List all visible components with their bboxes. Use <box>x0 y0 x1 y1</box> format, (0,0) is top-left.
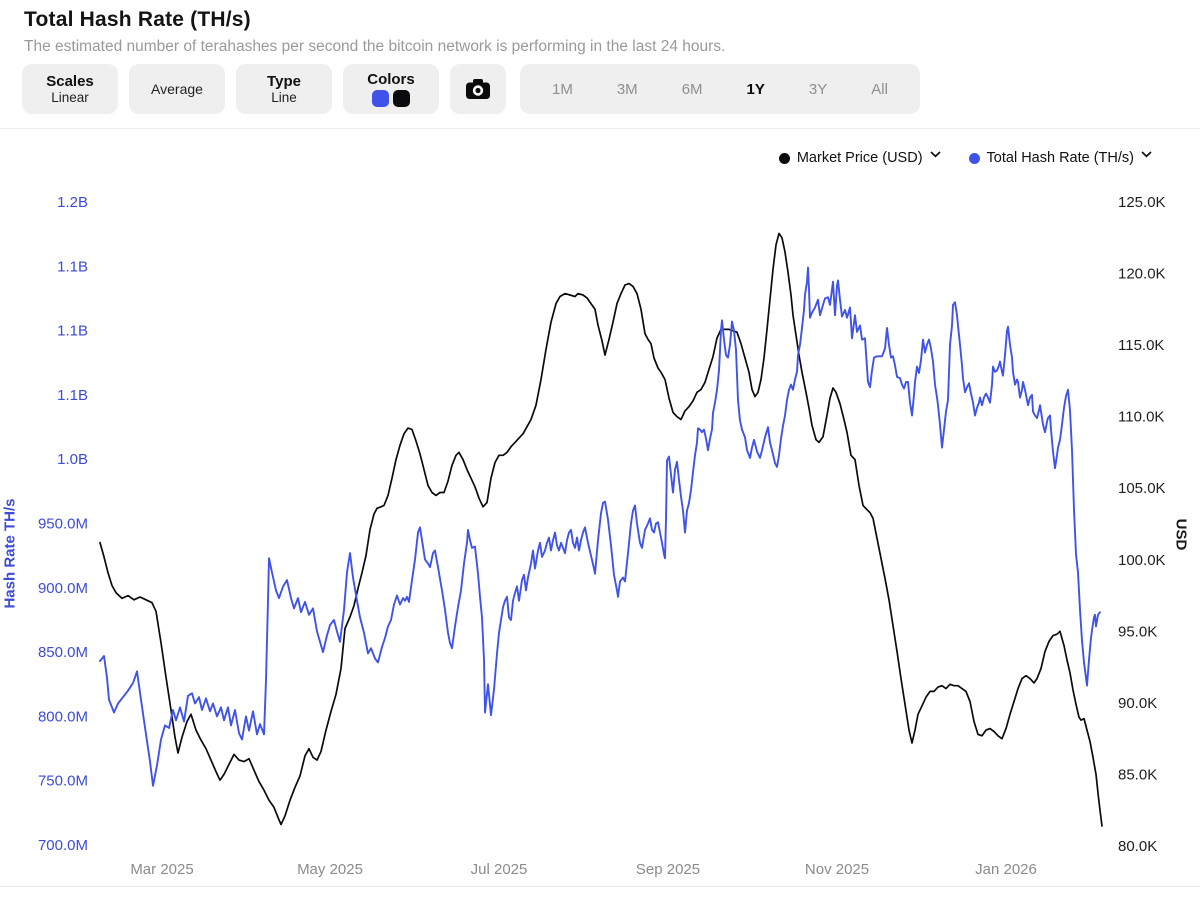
time-range-selector: 1M 3M 6M 1Y 3Y All <box>520 64 920 114</box>
left-axis-tick: 1.1B <box>57 387 88 404</box>
right-axis-tick: 115.0K <box>1118 337 1164 354</box>
x-axis-tick: Jan 2026 <box>975 861 1037 878</box>
screenshot-button[interactable] <box>450 64 506 114</box>
legend-label-hash-rate: Total Hash Rate (TH/s) <box>986 150 1134 166</box>
series-line-market-price <box>99 232 1103 827</box>
bottom-divider <box>0 886 1200 887</box>
range-3m[interactable]: 3M <box>616 80 638 98</box>
x-axis-tick: Jul 2025 <box>471 861 528 878</box>
left-axis-tick: 700.0M <box>38 837 88 854</box>
toolbar-divider <box>0 128 1200 129</box>
colors-button[interactable]: Colors <box>343 64 439 114</box>
average-button-label: Average <box>151 81 203 97</box>
chart-toolbar: Scales Linear Average Type Line Colors <box>22 64 920 114</box>
range-all[interactable]: All <box>871 80 888 98</box>
average-button[interactable]: Average <box>129 64 225 114</box>
color-swatches <box>372 90 410 107</box>
right-axis-title: USD <box>1172 518 1190 551</box>
left-axis-tick: 1.2B <box>57 194 88 211</box>
legend-label-market-price: Market Price (USD) <box>796 150 923 166</box>
scales-button-label: Scales <box>46 72 94 90</box>
x-axis-tick: Mar 2025 <box>130 861 193 878</box>
range-6m[interactable]: 6M <box>681 80 703 98</box>
page-title: Total Hash Rate (TH/s) <box>24 8 251 31</box>
x-axis-tick: Sep 2025 <box>636 861 700 878</box>
legend-item-hash-rate[interactable]: Total Hash Rate (TH/s) <box>968 150 1152 166</box>
right-axis-tick: 105.0K <box>1118 480 1166 497</box>
right-axis-tick: 90.0K <box>1118 695 1157 712</box>
left-axis-tick: 1.1B <box>57 258 88 275</box>
right-axis-tick: 110.0K <box>1118 409 1164 426</box>
left-axis-tick: 1.1B <box>57 323 88 340</box>
left-axis-tick: 850.0M <box>38 644 88 661</box>
colors-button-label: Colors <box>367 71 415 88</box>
market-price-color-swatch[interactable] <box>393 90 410 107</box>
chevron-down-icon <box>929 151 941 158</box>
left-axis-tick: 950.0M <box>38 516 88 533</box>
left-axis-tick: 900.0M <box>38 580 88 597</box>
hash-rate-dot-icon <box>968 152 980 164</box>
hash-rate-color-swatch[interactable] <box>372 90 389 107</box>
scales-button[interactable]: Scales Linear <box>22 64 118 114</box>
x-axis-tick: May 2025 <box>297 861 363 878</box>
right-axis-tick: 80.0K <box>1118 838 1157 855</box>
chevron-down-icon <box>1141 151 1152 158</box>
right-axis-tick: 125.0K <box>1118 194 1166 211</box>
right-axis-tick: 120.0K <box>1118 266 1166 283</box>
chart-legend: Market Price (USD) Total Hash Rate (TH/s… <box>778 150 1152 166</box>
left-axis-tick: 1.0B <box>57 451 88 468</box>
right-axis-tick: 95.0K <box>1118 623 1157 640</box>
type-button[interactable]: Type Line <box>236 64 332 114</box>
scales-button-value: Linear <box>51 89 89 105</box>
right-axis-tick: 100.0K <box>1118 552 1166 569</box>
left-axis-title: Hash Rate TH/s <box>1 498 19 609</box>
page-subtitle: The estimated number of terahashes per s… <box>24 38 726 55</box>
market-price-dot-icon <box>778 152 790 164</box>
left-axis-tick: 800.0M <box>38 708 88 725</box>
right-axis-tick: 85.0K <box>1118 766 1157 783</box>
range-1m[interactable]: 1M <box>552 80 573 98</box>
camera-icon <box>466 79 490 99</box>
x-axis-tick: Nov 2025 <box>805 861 869 878</box>
type-button-label: Type <box>267 72 301 90</box>
legend-item-market-price[interactable]: Market Price (USD) <box>778 150 941 166</box>
left-axis-tick: 750.0M <box>38 773 88 790</box>
range-1y[interactable]: 1Y <box>746 80 765 98</box>
range-3y[interactable]: 3Y <box>808 80 828 98</box>
series-line-hash-rate <box>99 266 1101 787</box>
type-button-value: Line <box>271 89 297 105</box>
